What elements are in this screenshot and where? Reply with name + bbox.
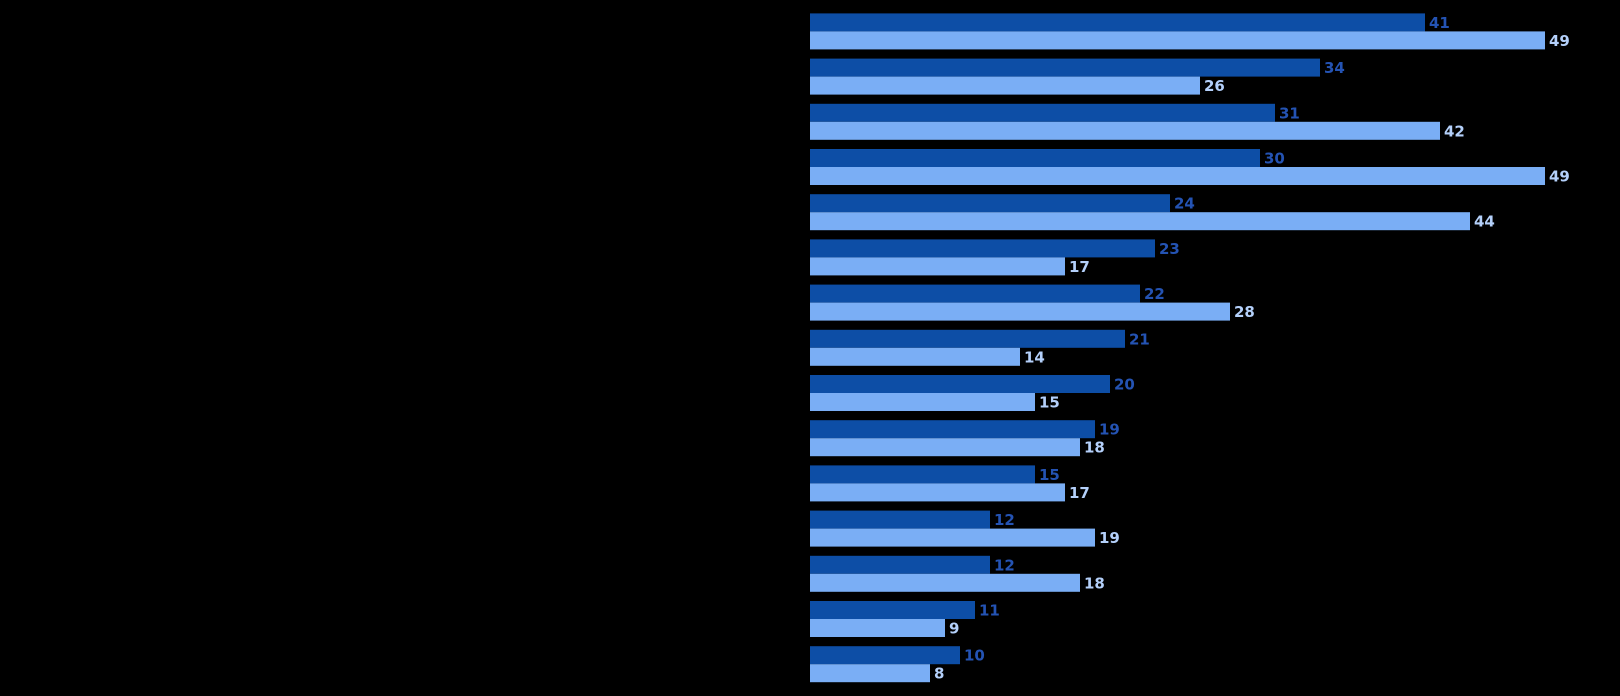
bar (810, 438, 1080, 457)
bar (810, 664, 930, 683)
value-label: 26 (1204, 77, 1225, 95)
value-label: 12 (994, 556, 1015, 574)
value-label: 49 (1549, 32, 1570, 50)
value-label: 20 (1114, 376, 1135, 394)
value-label: 23 (1159, 240, 1180, 258)
bar (810, 103, 1275, 122)
bar (810, 619, 945, 637)
bar (810, 510, 990, 529)
bar (810, 167, 1545, 185)
bar (810, 483, 1065, 502)
value-label: 44 (1474, 213, 1495, 231)
value-label: 18 (1084, 574, 1105, 592)
value-label: 15 (1039, 466, 1060, 484)
value-label: 10 (964, 647, 985, 665)
bar (810, 257, 1065, 276)
value-label: 41 (1429, 14, 1450, 32)
value-label: 42 (1444, 122, 1465, 140)
value-label: 8 (934, 665, 944, 683)
bar (810, 212, 1470, 231)
value-label: 12 (994, 511, 1015, 529)
bar (810, 239, 1155, 258)
value-label: 19 (1099, 421, 1120, 439)
bar (810, 646, 960, 665)
bar (810, 31, 1545, 50)
bar (810, 194, 1170, 213)
value-label: 14 (1024, 348, 1045, 366)
bar (810, 58, 1320, 77)
bar (810, 528, 1095, 547)
bar (810, 573, 1080, 592)
bar (810, 302, 1230, 321)
bar (810, 601, 975, 619)
value-label: 18 (1084, 439, 1105, 457)
bar (810, 121, 1440, 140)
bar (810, 375, 1110, 393)
bar (810, 393, 1035, 411)
value-label: 21 (1129, 330, 1150, 348)
value-label: 28 (1234, 303, 1255, 321)
value-label: 19 (1099, 529, 1120, 547)
bar (810, 420, 1095, 439)
value-label: 15 (1039, 394, 1060, 412)
bar (810, 13, 1425, 32)
bar (810, 465, 1035, 484)
value-label: 34 (1324, 59, 1345, 77)
value-label: 24 (1174, 195, 1195, 213)
bar (810, 284, 1140, 303)
value-label: 11 (979, 602, 1000, 620)
value-label: 22 (1144, 285, 1165, 303)
value-label: 17 (1069, 484, 1090, 502)
value-label: 49 (1549, 168, 1570, 186)
bar (810, 149, 1260, 167)
bar (810, 329, 1125, 348)
bar (810, 347, 1020, 366)
value-label: 31 (1279, 104, 1300, 122)
bar (810, 555, 990, 574)
bar (810, 76, 1200, 95)
value-label: 17 (1069, 258, 1090, 276)
value-label: 30 (1264, 150, 1285, 168)
value-label: 9 (949, 620, 959, 638)
